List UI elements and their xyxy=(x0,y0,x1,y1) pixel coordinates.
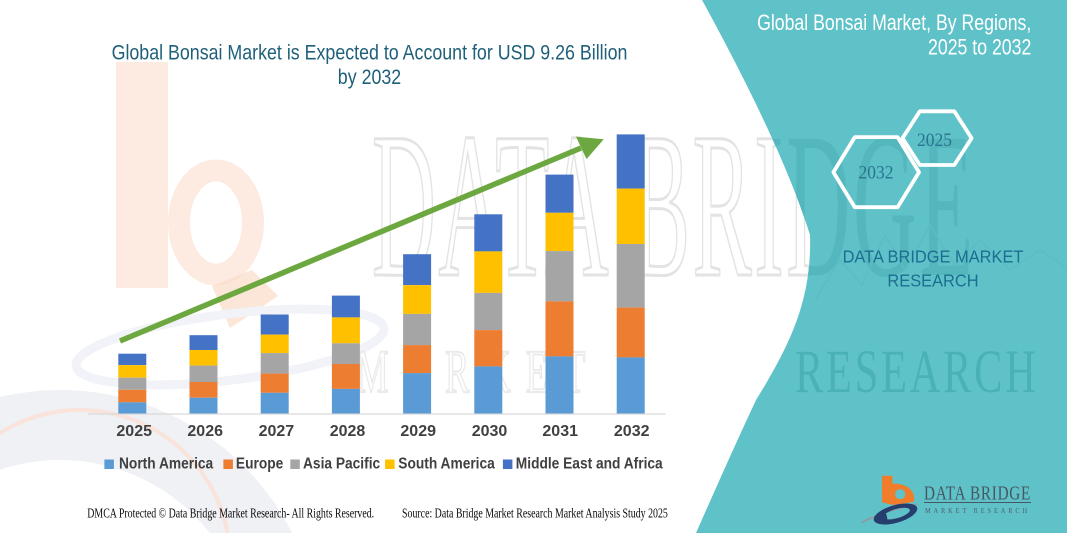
svg-text:2025: 2025 xyxy=(917,129,952,150)
svg-text:DATA BRIDGE: DATA BRIDGE xyxy=(924,481,1031,504)
svg-text:DMCA Protected © Data Bridge M: DMCA Protected © Data Bridge Market Rese… xyxy=(87,505,374,521)
svg-text:Global Bonsai Market is Expect: Global Bonsai Market is Expected to Acco… xyxy=(112,41,628,65)
svg-text:RESEARCH: RESEARCH xyxy=(887,271,978,291)
svg-text:2030: 2030 xyxy=(472,423,508,440)
svg-text:South America: South America xyxy=(398,455,495,473)
svg-text:Source: Data Bridge Market Res: Source: Data Bridge Market Research Mark… xyxy=(402,505,668,521)
svg-text:Asia Pacific: Asia Pacific xyxy=(303,455,380,473)
svg-text:2025: 2025 xyxy=(116,423,152,440)
svg-text:MARKET RESEARCH: MARKET RESEARCH xyxy=(925,507,1030,516)
svg-text:North America: North America xyxy=(119,455,214,473)
svg-text:2028: 2028 xyxy=(330,423,366,440)
svg-text:DATA BRIDGE MARKET: DATA BRIDGE MARKET xyxy=(843,247,1024,267)
svg-text:2027: 2027 xyxy=(259,423,295,440)
svg-text:2026: 2026 xyxy=(187,423,223,440)
svg-text:2029: 2029 xyxy=(400,423,436,440)
svg-text:2025 to 2032: 2025 to 2032 xyxy=(928,35,1031,59)
svg-text:RESEARCH: RESEARCH xyxy=(795,339,1039,406)
svg-text:by 2032: by 2032 xyxy=(338,65,401,89)
svg-text:Global Bonsai Market, By Regio: Global Bonsai Market, By Regions, xyxy=(757,11,1031,35)
svg-text:Europe: Europe xyxy=(236,455,283,473)
svg-text:Middle East and Africa: Middle East and Africa xyxy=(516,455,664,473)
svg-text:2032: 2032 xyxy=(614,423,650,440)
svg-text:2032: 2032 xyxy=(859,162,894,183)
svg-text:2031: 2031 xyxy=(542,423,578,440)
